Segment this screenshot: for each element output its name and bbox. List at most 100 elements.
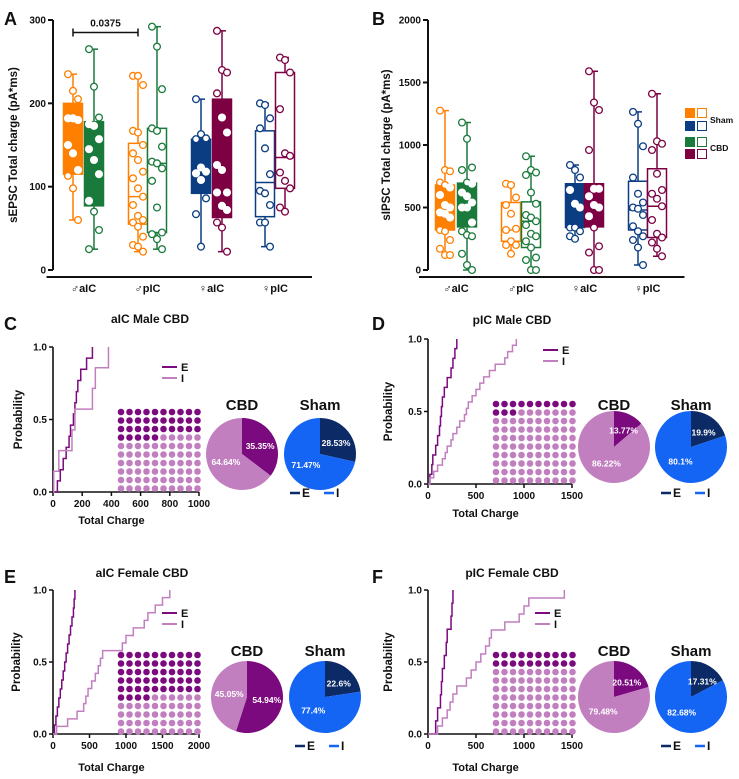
waffle-dot [134,485,142,492]
waffle-dot [151,417,159,424]
y-tick-label: 1.0 [33,586,47,597]
waffle-dot [151,442,159,450]
waffle-dot [526,685,534,693]
waffle-dot [117,434,125,441]
data-point [628,173,638,182]
waffle-dot [552,460,559,467]
waffle-dot [526,660,534,667]
waffle-dot [501,728,508,735]
waffle-dot [126,677,133,684]
data-point [89,155,99,165]
waffle-dot [126,434,133,441]
pie-title: CBD [598,643,631,660]
waffle-dot [151,677,159,684]
pie-slice-E [325,661,361,697]
waffle-dot [160,476,167,484]
data-point [138,167,148,176]
waffle-dot [535,426,542,433]
data-point [157,142,167,151]
waffle-dot [509,477,517,484]
waffle-dot [160,408,167,416]
waffle-dot [526,477,534,484]
panel-letter: F [372,567,383,587]
data-point [152,235,162,244]
data-point [435,244,445,253]
waffle-dot [535,468,542,476]
group-label: ♂pIC [508,283,534,295]
data-point [652,194,662,203]
waffle-dot [168,651,176,659]
data-point [265,242,275,251]
y-tick-label: 0.0 [33,730,47,741]
waffle-dot [126,408,133,416]
waffle-dot [552,434,559,442]
waffle-dot [543,468,551,476]
data-point [594,105,604,115]
y-tick-label: 2000 [399,16,422,27]
waffle-dot [117,719,125,727]
waffle-dot [526,434,534,442]
data-point [222,188,232,197]
data-point [521,255,531,265]
panel-letter: B [372,9,385,29]
waffle-dot [518,417,525,425]
data-point [152,126,162,135]
waffle-dot [134,677,142,684]
waffle-dot [151,711,159,718]
waffle-dot [535,685,542,693]
waffle-dot [509,677,517,684]
data-point [462,192,472,201]
data-point [521,220,531,230]
waffle-dot [569,460,576,467]
x-tick-label: 400 [103,499,120,510]
waffle-dot [518,677,525,684]
data-point [280,176,290,185]
waffle-dot [177,702,184,710]
data-point [531,217,541,226]
waffle-dot [126,711,133,718]
waffle-dot [126,417,133,424]
waffle-dot [569,651,576,659]
data-point [63,171,73,180]
waffle-dot [168,694,176,701]
waffle-dot [543,434,551,442]
data-point [584,212,594,221]
waffle-dot [492,702,500,710]
waffle-dot [535,443,542,450]
waffle-dot [535,719,542,727]
waffle-dot [526,677,534,684]
waffle-dot [168,417,176,424]
waffle-dot [526,668,534,676]
x-tick-label: 500 [468,741,485,752]
waffle-dot [543,477,551,484]
x-tick-label: 1000 [513,491,536,502]
waffle-dot [194,459,201,467]
waffle-dot [143,485,150,492]
data-point [222,68,232,77]
waffle-dot [117,651,125,659]
waffle-dot [569,426,576,433]
data-point [633,119,643,128]
waffle-dot [177,711,184,718]
pie-title: CBD [598,397,631,414]
waffle-dot [501,426,508,433]
waffle-dot [194,702,201,710]
data-point [506,209,516,218]
data-point [212,218,222,227]
data-point [531,253,541,262]
waffle-dot [134,702,142,710]
waffle-dot [560,477,568,484]
data-point [565,160,575,170]
chart-title: aIC Male CBD [111,312,189,326]
data-point [633,204,643,213]
waffle-dot [160,711,167,718]
data-point [575,203,585,212]
waffle-dot [177,442,184,450]
waffle-dot [543,728,551,735]
x-tick-label: 2000 [188,741,211,752]
waffle-dot [518,685,525,693]
waffle-dot [492,417,500,425]
data-point [222,247,232,256]
waffle-dot [160,702,167,710]
data-point [435,190,445,200]
